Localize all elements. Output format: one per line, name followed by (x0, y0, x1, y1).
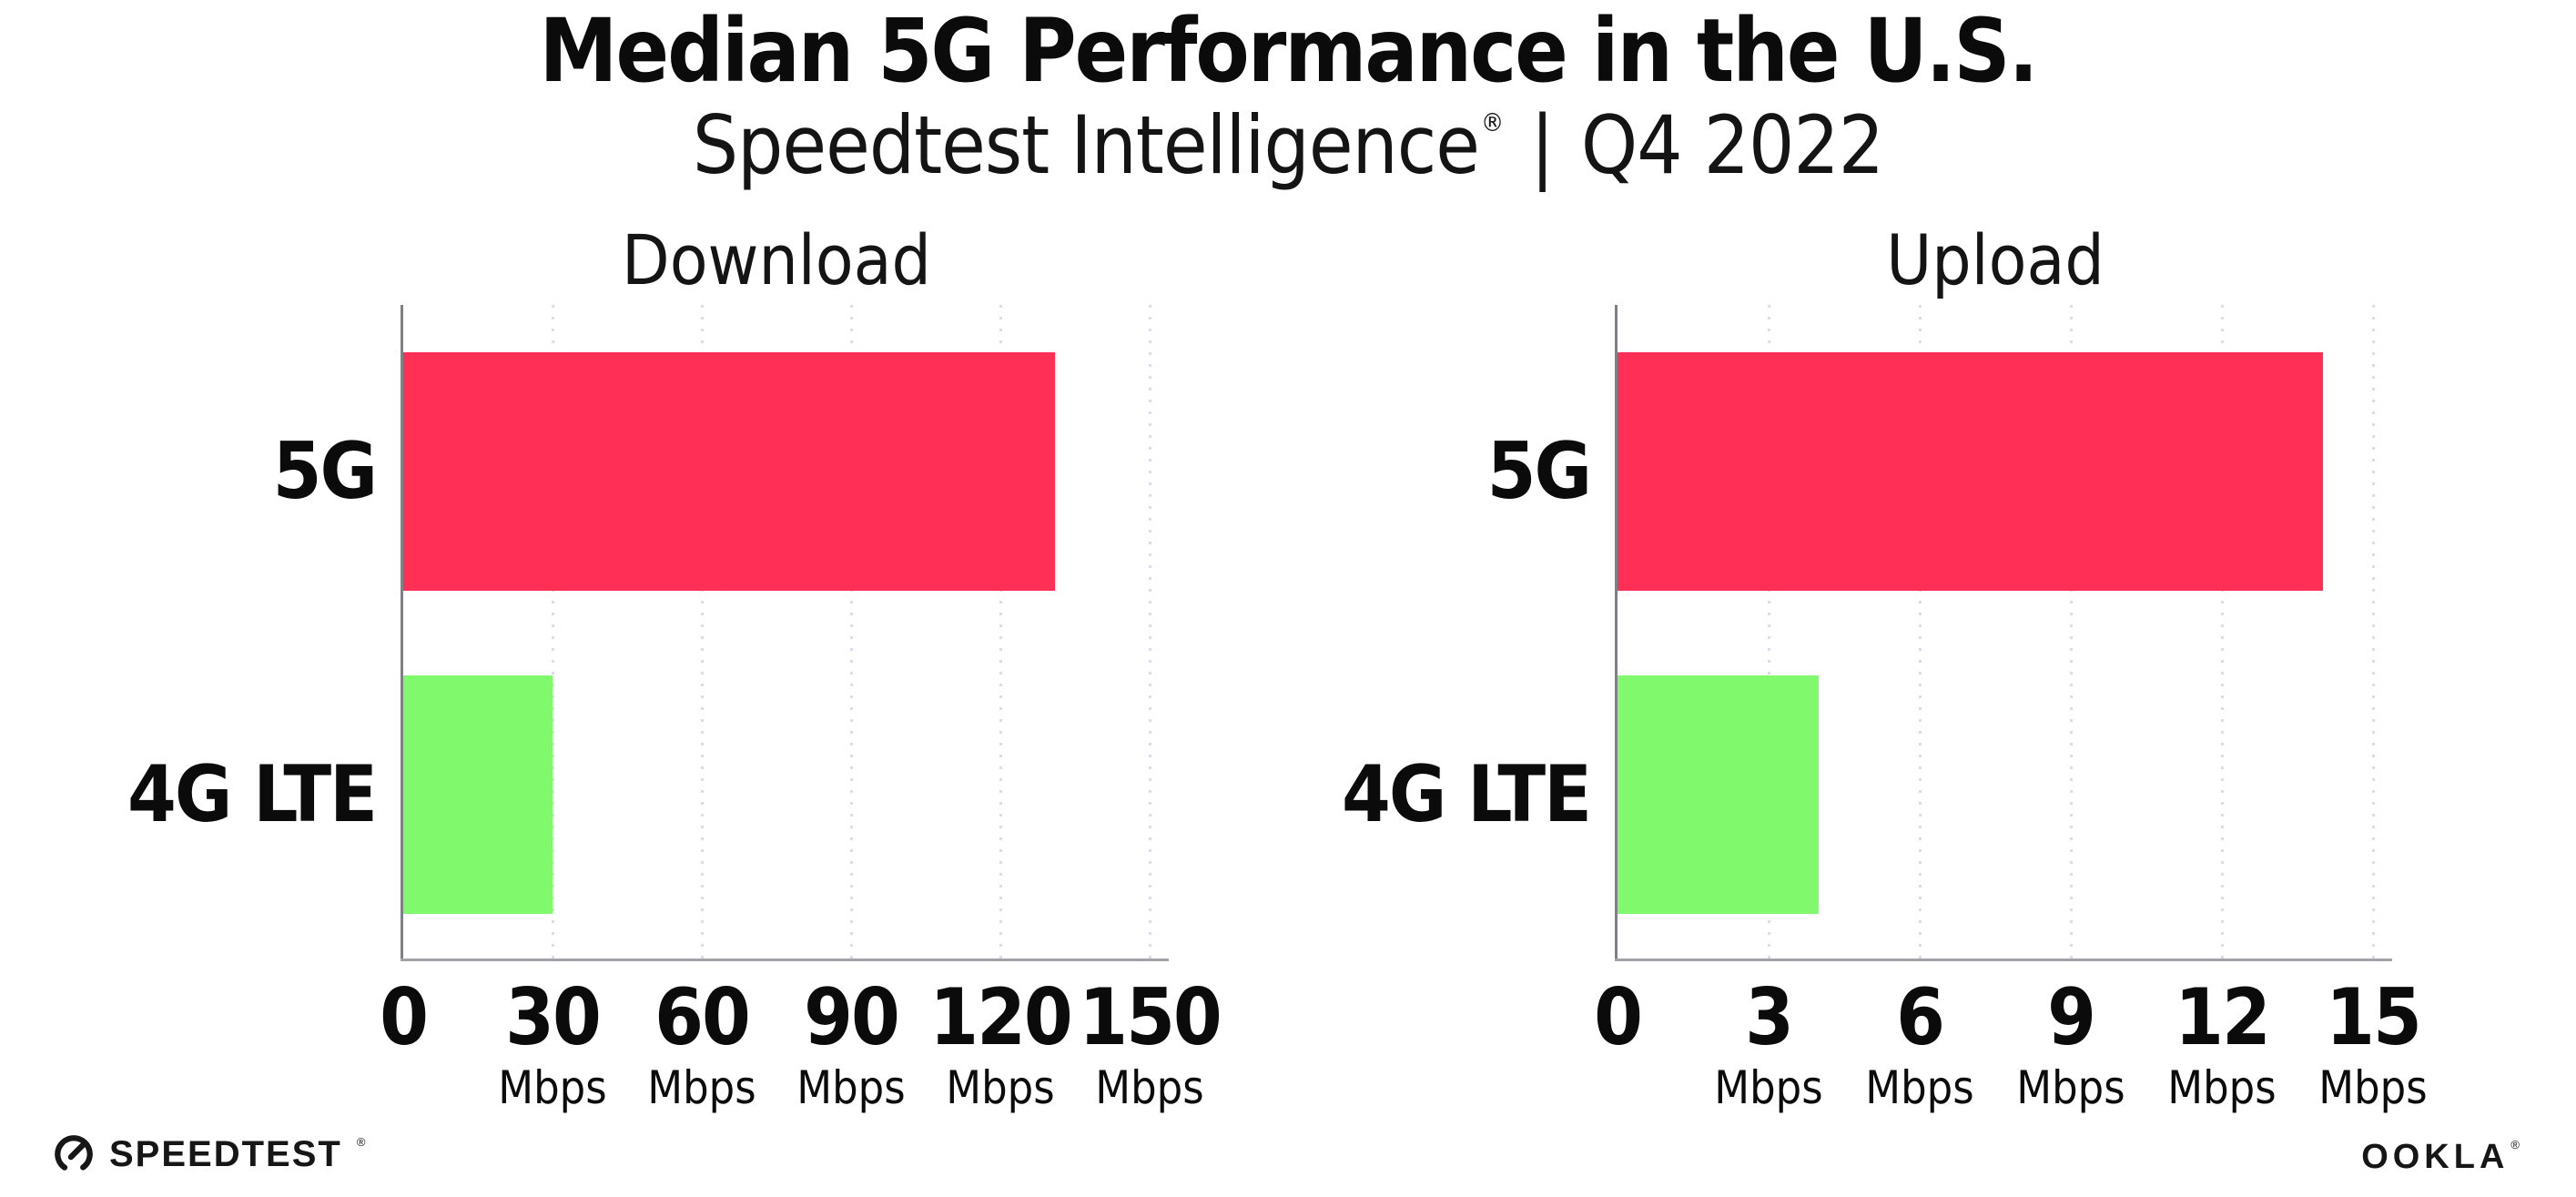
x-tick-unit-3: Mbps (1714, 1061, 1823, 1114)
bar-5g (403, 352, 1056, 591)
x-tick-label-15: 15 (2326, 972, 2422, 1063)
x-tick-unit-90: Mbps (796, 1061, 906, 1114)
y-axis-line (401, 305, 403, 959)
gridline-12 (2221, 305, 2224, 959)
category-label-5g: 5G (272, 426, 378, 517)
gridline-120 (999, 305, 1002, 959)
download-chart-title: Download (622, 219, 931, 300)
speedtest-logo-text: SPEEDTEST (109, 1133, 342, 1174)
x-tick-unit-15: Mbps (2318, 1061, 2428, 1114)
x-tick-label-12: 12 (2175, 972, 2271, 1063)
page-title: Median 5G Performance in the U.S. (539, 0, 2039, 102)
x-tick-unit-6: Mbps (1865, 1061, 1974, 1114)
x-axis-line (1615, 959, 2392, 961)
bar-4g-lte (403, 675, 553, 914)
category-label-4g-lte: 4G LTE (1342, 749, 1592, 840)
x-tick-label-0: 0 (380, 972, 429, 1063)
x-tick-label-3: 3 (1745, 972, 1794, 1063)
gauge-icon (55, 1135, 93, 1173)
bar-4g-lte (1618, 675, 1820, 914)
upload-chart-title: Upload (1886, 219, 2104, 300)
gridline-6 (1919, 305, 1922, 959)
page-subtitle: Speedtest Intelligence® | Q4 2022 (0, 106, 2576, 186)
x-tick-unit-60: Mbps (647, 1061, 756, 1114)
ookla-registered-mark: ® (2510, 1138, 2520, 1151)
y-axis-line (1615, 305, 1618, 959)
subtitle-period: Q4 2022 (1580, 98, 1884, 192)
ookla-logo-text: OOKLA (2361, 1138, 2510, 1176)
subtitle-brand: Speedtest Intelligence (692, 98, 1480, 192)
x-tick-label-30: 30 (505, 972, 602, 1063)
x-tick-label-150: 150 (1079, 972, 1222, 1063)
x-tick-unit-12: Mbps (2167, 1061, 2277, 1114)
gridline-150 (1149, 305, 1151, 959)
category-label-5g: 5G (1486, 426, 1592, 517)
x-tick-unit-150: Mbps (1095, 1061, 1204, 1114)
gridline-3 (1768, 305, 1770, 959)
gridline-60 (701, 305, 704, 959)
subtitle-separator: | (1530, 98, 1555, 192)
x-tick-label-120: 120 (929, 972, 1073, 1063)
x-tick-label-90: 90 (804, 972, 900, 1063)
registered-mark: ® (1481, 107, 1504, 137)
speedtest-logo: SPEEDTEST ® (51, 1131, 365, 1177)
x-tick-unit-9: Mbps (2016, 1061, 2125, 1114)
ookla-logo: OOKLA ® (2361, 1138, 2520, 1177)
x-tick-unit-120: Mbps (946, 1061, 1055, 1114)
gridline-30 (552, 305, 554, 959)
x-tick-label-9: 9 (2047, 972, 2096, 1063)
x-tick-label-6: 6 (1896, 972, 1945, 1063)
speedtest-registered-mark: ® (356, 1134, 366, 1149)
gridline-90 (850, 305, 853, 959)
x-tick-label-0: 0 (1594, 972, 1643, 1063)
bar-5g (1618, 352, 2323, 591)
x-axis-line (401, 959, 1169, 961)
gridline-15 (2372, 305, 2375, 959)
x-tick-unit-30: Mbps (498, 1061, 607, 1114)
x-tick-label-60: 60 (654, 972, 751, 1063)
category-label-4g-lte: 4G LTE (127, 749, 378, 840)
gridline-9 (2070, 305, 2073, 959)
